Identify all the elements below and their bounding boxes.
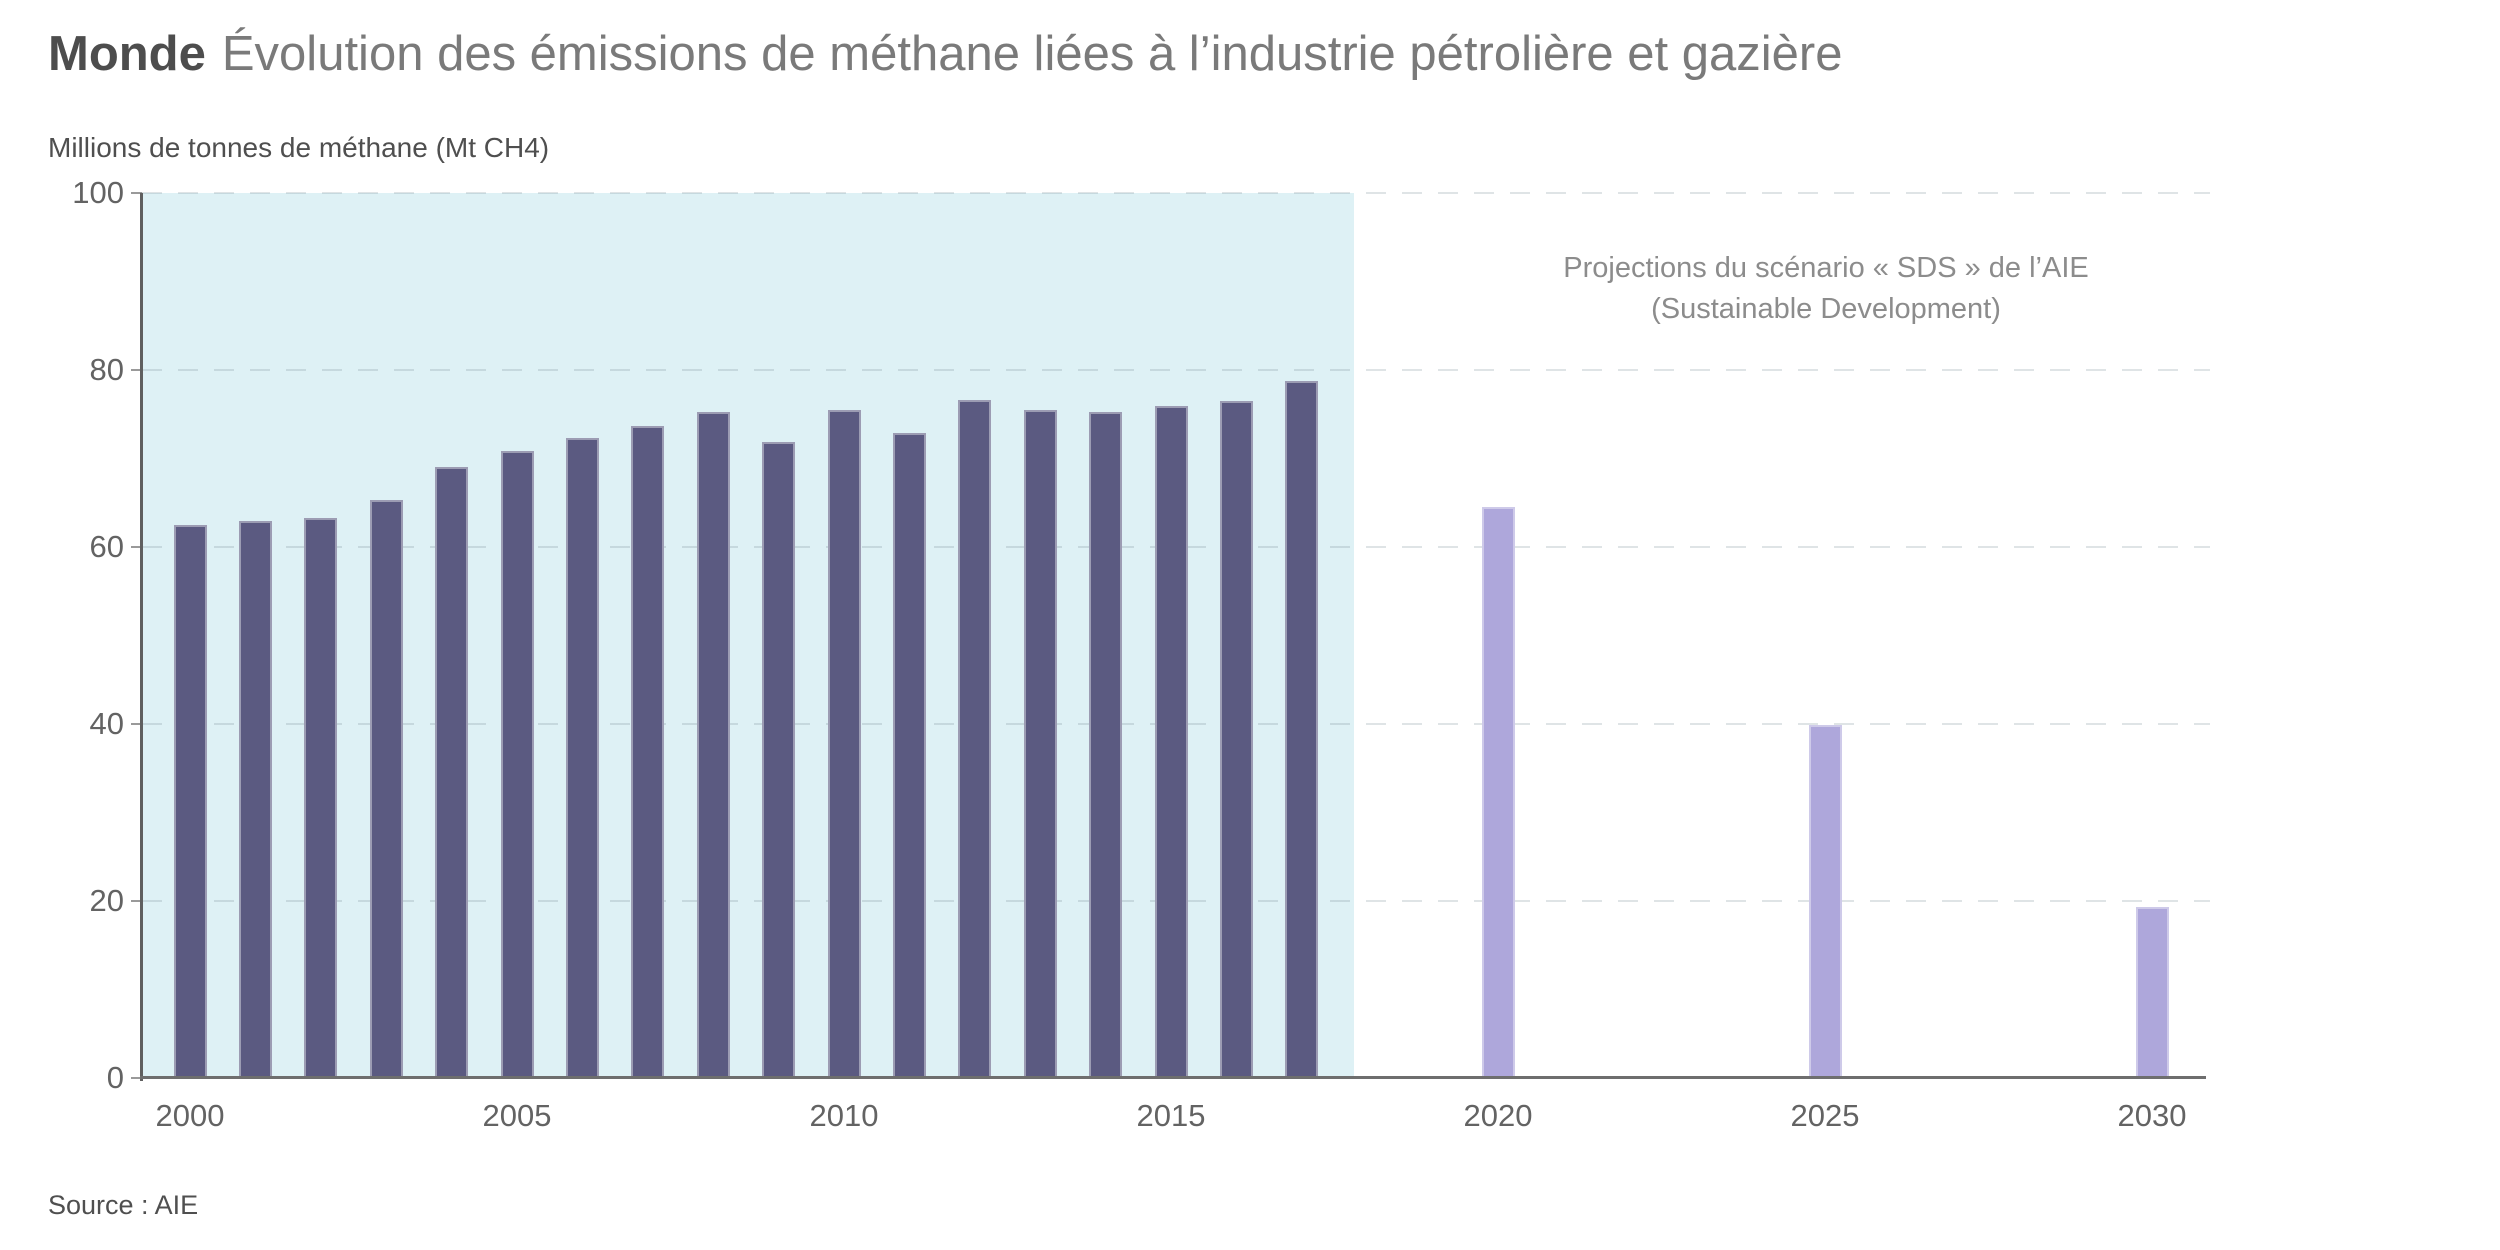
- gridline-80: [142, 369, 2210, 371]
- title-text: Évolution des émissions de méthane liées…: [221, 27, 1843, 81]
- bar-historique-2008: [696, 412, 730, 1078]
- bar-historique-2005: [500, 451, 534, 1078]
- bar-historique-2000: [173, 524, 207, 1078]
- x-tick-label-2010: 2010: [809, 1098, 879, 1133]
- bar-projection-sds-2025: [1808, 724, 1842, 1078]
- x-tick-label-2005: 2005: [482, 1098, 552, 1133]
- y-tick-label-40: 40: [89, 706, 124, 741]
- x-tick-label-2015: 2015: [1136, 1098, 1206, 1133]
- bar-historique-2009: [762, 441, 796, 1078]
- bar-historique-2006: [565, 438, 599, 1078]
- bar-historique-2003: [369, 500, 403, 1078]
- bar-historique-2011: [892, 432, 926, 1078]
- y-tick-label-80: 80: [89, 352, 124, 387]
- bar-historique-2010: [827, 409, 861, 1078]
- bar-historique-2004: [435, 467, 469, 1078]
- x-tick-label-2000: 2000: [155, 1098, 225, 1133]
- y-tick-mark-60: [131, 546, 142, 548]
- bar-historique-2002: [304, 517, 338, 1078]
- x-tick-label-2025: 2025: [1790, 1098, 1860, 1133]
- bar-historique-2017: [1285, 380, 1319, 1078]
- y-tick-label-60: 60: [89, 529, 124, 564]
- historical-highlight-region: [142, 193, 1355, 1078]
- y-tick-mark-20: [131, 900, 142, 902]
- x-tick-label-2030: 2030: [2117, 1098, 2187, 1133]
- projection-annotation: Projections du scénario « SDS » de l’AIE…: [1563, 248, 2089, 330]
- bar-historique-2015: [1154, 406, 1188, 1078]
- x-tick-label-2020: 2020: [1463, 1098, 1533, 1133]
- y-tick-mark-100: [131, 192, 142, 194]
- bar-projection-sds-2020: [1481, 507, 1515, 1078]
- y-axis-line: [140, 193, 143, 1081]
- bar-historique-2014: [1089, 412, 1123, 1078]
- projection-annotation-line2: (Sustainable Development): [1651, 293, 2001, 325]
- x-axis-line: [140, 1076, 2206, 1079]
- bar-historique-2012: [958, 400, 992, 1078]
- y-tick-label-100: 100: [72, 175, 124, 210]
- y-tick-mark-0: [131, 1077, 142, 1079]
- y-tick-mark-40: [131, 723, 142, 725]
- bar-projection-sds-2030: [2135, 907, 2169, 1078]
- bar-historique-2007: [631, 425, 665, 1078]
- bar-historique-2013: [1023, 409, 1057, 1078]
- chart-title: Monde Évolution des émissions de méthane …: [48, 24, 1843, 84]
- plot-area: 0 20 40 60 80 100 2000 2005 2010 2015 2020 2025 2030: [72, 176, 2210, 1133]
- y-tick-label-20: 20: [89, 883, 124, 918]
- y-axis-unit-label: Millions de tonnes de méthane (Mt CH4): [48, 132, 550, 163]
- bar-historique-2016: [1219, 400, 1253, 1078]
- source-label: Source : AIE: [48, 1190, 199, 1220]
- title-region-label: Monde: [48, 27, 206, 81]
- bar-historique-2001: [238, 521, 272, 1078]
- projection-annotation-line1: Projections du scénario « SDS » de l’AIE: [1563, 252, 2089, 284]
- y-tick-label-0: 0: [106, 1060, 124, 1095]
- gridline-100: [142, 192, 2210, 194]
- y-tick-mark-80: [131, 369, 142, 371]
